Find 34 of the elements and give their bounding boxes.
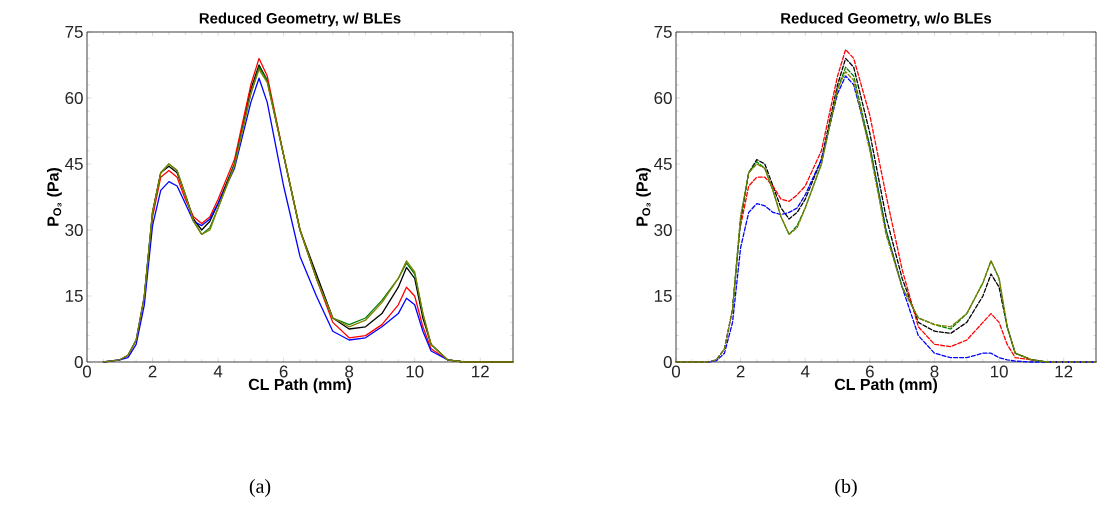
y-tick-label: 30: [654, 224, 672, 236]
x-tick-label: 0: [671, 365, 681, 378]
x-tick-label: 8: [345, 365, 354, 378]
x-tick-label: 4: [213, 365, 223, 378]
x-tick-label: 6: [866, 365, 874, 378]
y-tick-label: 60: [654, 92, 672, 105]
x-tick-label: 4: [800, 365, 810, 378]
y-tick-label: 45: [65, 158, 83, 170]
y-axis-title: P$_{O₃}$ (Pa): [635, 168, 651, 226]
y-tick-label: 45: [654, 158, 672, 170]
y-tick-label: 0: [663, 356, 672, 368]
y-axis-title: P$_{O₃}$ (Pa): [46, 168, 62, 226]
y-tick-label: 15: [65, 290, 83, 302]
y-tick-label: 75: [65, 26, 83, 38]
x-axis-title: CL Path (mm): [248, 378, 351, 394]
y-tick-label: 15: [654, 290, 672, 302]
x-axis-title: CL Path (mm): [834, 378, 938, 394]
y-tick-label: 60: [65, 92, 83, 105]
chart-title: Reduced Geometry, w/o BLEs: [781, 12, 992, 27]
x-tick-label: 10: [406, 365, 424, 378]
y-tick-label: 30: [65, 224, 83, 236]
x-tick-label: 6: [279, 365, 288, 378]
x-tick-label: 8: [930, 365, 939, 378]
text: (b): [835, 478, 857, 498]
x-tick-label: 12: [1055, 365, 1073, 378]
chart-title: Reduced Geometry, w/ BLEs: [199, 12, 401, 27]
y-tick-label: 0: [74, 356, 83, 368]
x-tick-label: 2: [148, 365, 157, 378]
y-tick-label: 75: [654, 26, 672, 38]
x-tick-label: 10: [990, 365, 1008, 378]
x-tick-label: 0: [82, 365, 92, 378]
x-tick-label: 12: [472, 365, 489, 378]
text: (a): [249, 478, 271, 498]
x-tick-label: 2: [736, 365, 745, 378]
